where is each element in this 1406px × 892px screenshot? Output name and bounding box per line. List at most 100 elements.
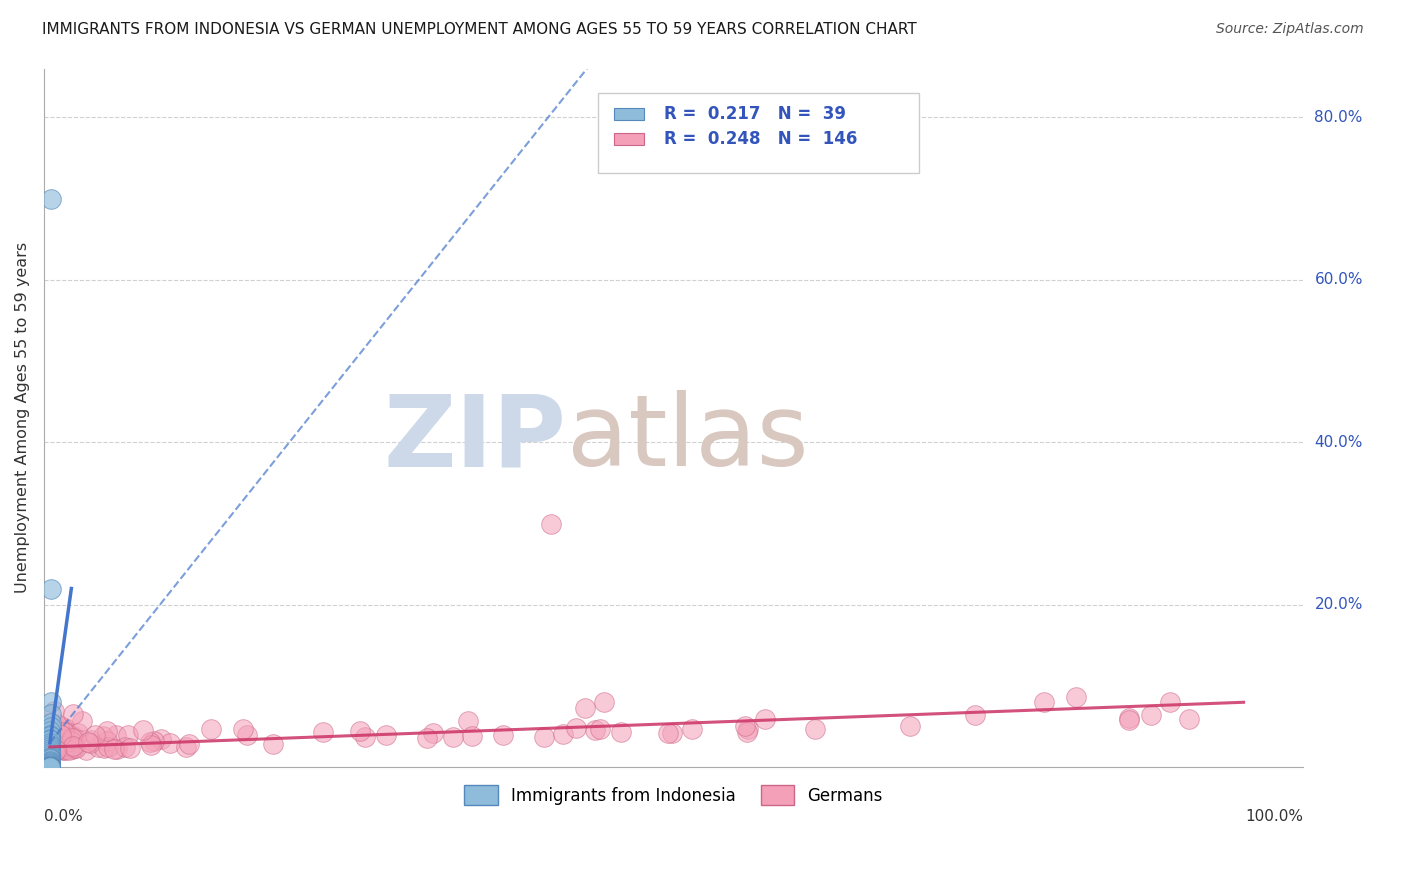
Point — [657, 726, 679, 740]
Point — [41, 740, 63, 755]
Point — [540, 516, 562, 531]
Point — [87, 739, 110, 754]
Point — [45, 739, 67, 754]
Point — [150, 731, 173, 746]
Point — [131, 723, 153, 738]
Point — [49, 723, 72, 738]
Point — [38, 760, 60, 774]
Point — [44, 732, 66, 747]
Point — [38, 731, 60, 746]
Point — [44, 742, 66, 756]
Point — [38, 746, 60, 760]
Point — [553, 727, 575, 741]
Point — [38, 750, 60, 764]
Point — [416, 731, 439, 746]
Point — [52, 739, 75, 753]
Point — [65, 741, 87, 756]
Point — [583, 723, 606, 737]
Text: 80.0%: 80.0% — [1315, 110, 1362, 125]
Point — [45, 724, 67, 739]
Point — [262, 737, 284, 751]
Point — [39, 715, 62, 730]
Point — [139, 735, 162, 749]
Point — [353, 731, 375, 745]
Point — [1159, 695, 1181, 709]
Point — [45, 743, 67, 757]
Y-axis label: Unemployment Among Ages 55 to 59 years: Unemployment Among Ages 55 to 59 years — [15, 243, 30, 593]
Point — [52, 725, 75, 739]
Point — [38, 756, 60, 771]
Point — [60, 731, 83, 745]
Point — [52, 732, 75, 747]
Text: 60.0%: 60.0% — [1315, 272, 1362, 287]
Point — [1118, 711, 1140, 725]
Point — [45, 738, 67, 752]
Point — [737, 722, 759, 736]
Point — [39, 732, 62, 747]
Point — [118, 741, 141, 756]
Point — [174, 739, 197, 754]
Point — [56, 740, 79, 755]
Point — [77, 734, 100, 748]
Point — [67, 726, 90, 740]
Point — [52, 738, 75, 752]
Point — [492, 728, 515, 742]
Point — [38, 739, 60, 754]
Point — [38, 743, 60, 757]
Point — [734, 719, 756, 733]
Point — [104, 728, 127, 742]
Point — [39, 741, 62, 756]
Point — [38, 760, 60, 774]
Point — [735, 724, 758, 739]
Point — [44, 737, 66, 751]
Point — [681, 723, 703, 737]
Point — [38, 754, 60, 768]
Point — [62, 739, 84, 753]
Point — [1064, 690, 1087, 704]
Point — [45, 740, 67, 755]
Point — [38, 742, 60, 756]
Point — [39, 707, 62, 722]
Point — [45, 743, 67, 757]
Point — [461, 729, 484, 743]
Point — [55, 721, 77, 735]
Point — [79, 736, 101, 750]
Point — [91, 729, 114, 743]
Point — [593, 695, 616, 709]
Point — [65, 731, 87, 746]
Text: 0.0%: 0.0% — [44, 809, 83, 824]
Point — [96, 724, 118, 739]
Point — [177, 737, 200, 751]
Point — [51, 741, 73, 756]
Point — [97, 739, 120, 754]
Point — [42, 744, 65, 758]
Point — [45, 739, 67, 753]
Point — [42, 743, 65, 757]
Text: 20.0%: 20.0% — [1315, 598, 1362, 612]
Point — [41, 736, 63, 750]
Point — [1140, 707, 1163, 722]
Point — [75, 743, 97, 757]
Point — [754, 712, 776, 726]
Point — [38, 752, 60, 766]
Legend: Immigrants from Indonesia, Germans: Immigrants from Indonesia, Germans — [458, 779, 890, 812]
Point — [533, 730, 555, 744]
Point — [44, 704, 66, 718]
Point — [38, 759, 60, 773]
Point — [51, 720, 73, 734]
Point — [53, 743, 76, 757]
Point — [38, 760, 60, 774]
Point — [60, 734, 83, 748]
Point — [51, 739, 73, 754]
Point — [62, 739, 84, 753]
Point — [44, 730, 66, 744]
Point — [42, 742, 65, 756]
Point — [114, 739, 136, 754]
Point — [44, 741, 66, 756]
Bar — [614, 134, 644, 145]
Point — [48, 718, 70, 732]
Point — [39, 743, 62, 757]
Point — [39, 739, 62, 754]
Point — [139, 738, 162, 752]
Point — [39, 728, 62, 742]
